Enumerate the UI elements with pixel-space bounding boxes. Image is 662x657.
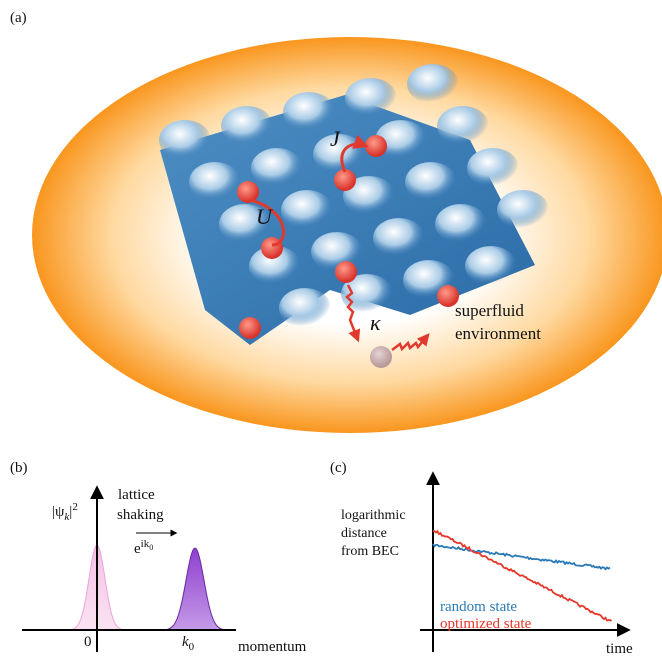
atom — [365, 135, 387, 157]
lattice-peak — [467, 148, 519, 188]
annotation: lattice — [118, 487, 155, 503]
y-axis-label: distance — [341, 526, 387, 541]
y-axis-label: from BEC — [341, 544, 399, 559]
phase-label: eik0 — [134, 538, 153, 557]
lattice-peak — [283, 92, 335, 132]
lattice-peak — [251, 148, 303, 188]
lattice-peak — [435, 204, 487, 244]
shifted-peak — [155, 548, 235, 630]
decay-label: κ — [370, 310, 381, 335]
y-axis-label: logarithmic — [341, 508, 406, 523]
atom — [237, 181, 259, 203]
interaction-label: U — [256, 204, 274, 229]
environment-label: superfluid — [455, 301, 524, 320]
lattice-peak — [437, 106, 489, 146]
panel-label: (c) — [330, 460, 347, 476]
lattice-peak — [345, 78, 397, 118]
lattice-peak — [189, 162, 241, 202]
random-state-curve — [433, 544, 610, 569]
legend-entry: optimized state — [440, 616, 532, 632]
lattice-peak — [373, 218, 425, 258]
atom — [239, 317, 261, 339]
x-tick-label: k0 — [182, 634, 195, 653]
panel-label: (a) — [10, 10, 27, 26]
lattice-peak — [405, 162, 457, 202]
annotation: shaking — [117, 507, 164, 523]
x-axis-label: momentum — [238, 639, 307, 655]
lost-atom — [370, 346, 392, 368]
panel-label: (b) — [10, 460, 28, 476]
lattice-peak — [279, 288, 331, 328]
figure: (a) U J κ superfluid environment (b) |ψk… — [0, 0, 662, 657]
environment-label: environment — [455, 324, 541, 343]
tunneling-label: J — [330, 126, 341, 151]
atom — [334, 169, 356, 191]
y-axis-label: |ψk|2 — [52, 501, 78, 523]
lattice-peak — [497, 190, 549, 230]
legend-entry: random state — [440, 599, 517, 615]
x-axis-label: time — [606, 641, 633, 657]
lattice-peak — [407, 64, 459, 104]
lattice-peak — [281, 190, 333, 230]
lattice-peak — [221, 106, 273, 146]
lattice-peak — [465, 246, 517, 286]
lattice-peak — [159, 120, 211, 160]
atom — [335, 261, 357, 283]
x-tick-label: 0 — [84, 634, 92, 650]
